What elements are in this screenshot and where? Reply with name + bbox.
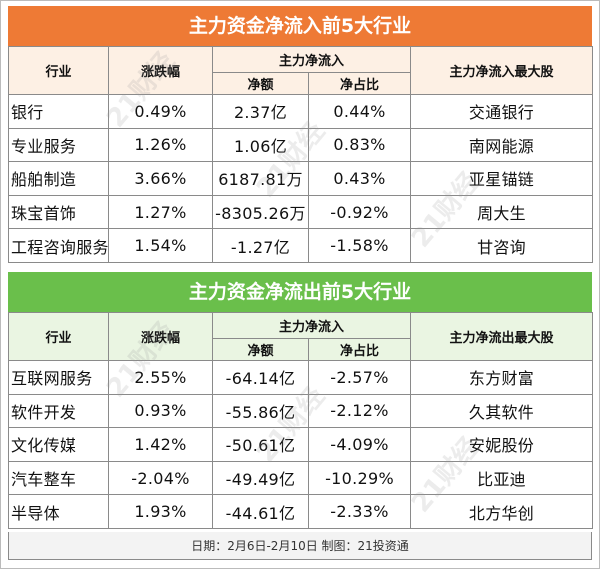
header-ratio: 净占比: [307, 72, 412, 95]
cell-stock: 东方财富: [410, 360, 594, 395]
cell-industry: 文化传媒: [8, 427, 109, 462]
inflow-table: 行业 涨跌幅 主力净流入 主力净流入最大股 净额 净占比 银行 0.49% 2.…: [8, 46, 594, 263]
table-row: 工程咨询服务 1.54% -1.27亿 -1.58% 甘咨询: [8, 228, 594, 263]
cell-stock: 比亚迪: [410, 460, 594, 496]
cell-change: 1.26%: [108, 127, 213, 163]
cell-ratio: -2.57%: [307, 360, 412, 395]
cell-ratio: -4.09%: [307, 427, 412, 462]
outflow-title: 主力资金净流出前5大行业: [8, 272, 592, 312]
cell-net: -50.61亿: [212, 427, 309, 462]
footer-caption: 日期：2月6日-2月10日 制图：21投资通: [8, 532, 592, 560]
cell-change: 0.93%: [108, 393, 213, 429]
header-net: 净额: [212, 338, 309, 361]
table-row: 银行 0.49% 2.37亿 0.44% 交通银行: [8, 94, 594, 129]
header-main-flow: 主力净流入: [211, 312, 412, 339]
header-net: 净额: [212, 72, 309, 95]
cell-change: -2.04%: [108, 460, 213, 496]
table-row: 汽车整车 -2.04% -49.49亿 -10.29% 比亚迪: [8, 460, 594, 496]
cell-ratio: -1.58%: [307, 228, 412, 263]
inflow-title: 主力资金净流入前5大行业: [8, 6, 592, 46]
header-change: 涨跌幅: [108, 312, 213, 361]
cell-net: -1.27亿: [212, 228, 309, 263]
cell-net: -64.14亿: [212, 360, 309, 395]
cell-ratio: -0.92%: [307, 194, 412, 230]
cell-net: -8305.26万: [212, 194, 309, 230]
cell-ratio: -2.12%: [307, 393, 412, 429]
cell-change: 1.42%: [108, 427, 213, 462]
header-industry: 行业: [8, 46, 109, 95]
cell-stock: 交通银行: [410, 94, 594, 129]
table-row: 珠宝首饰 1.27% -8305.26万 -0.92% 周大生: [8, 194, 594, 230]
cell-industry: 专业服务: [8, 127, 109, 163]
header-change: 涨跌幅: [108, 46, 213, 95]
outflow-table: 行业 涨跌幅 主力净流入 主力净流出最大股 净额 净占比 互联网服务 2.55%…: [8, 312, 594, 529]
table-row: 互联网服务 2.55% -64.14亿 -2.57% 东方财富: [8, 360, 594, 395]
header-ratio: 净占比: [307, 338, 412, 361]
cell-industry: 工程咨询服务: [8, 228, 109, 263]
cell-industry: 汽车整车: [8, 460, 109, 496]
cell-stock: 南网能源: [410, 127, 594, 163]
cell-change: 3.66%: [108, 161, 213, 196]
cell-stock: 亚星锚链: [410, 161, 594, 196]
cell-industry: 银行: [8, 94, 109, 129]
cell-ratio: 0.43%: [307, 161, 412, 196]
table-row: 文化传媒 1.42% -50.61亿 -4.09% 安妮股份: [8, 427, 594, 462]
table-row: 软件开发 0.93% -55.86亿 -2.12% 久其软件: [8, 393, 594, 429]
cell-change: 2.55%: [108, 360, 213, 395]
cell-stock: 安妮股份: [410, 427, 594, 462]
cell-stock: 周大生: [410, 194, 594, 230]
cell-stock: 北方华创: [410, 494, 594, 529]
cell-change: 0.49%: [108, 94, 213, 129]
cell-industry: 珠宝首饰: [8, 194, 109, 230]
cell-ratio: 0.83%: [307, 127, 412, 163]
cell-net: -55.86亿: [212, 393, 309, 429]
cell-industry: 半导体: [8, 494, 109, 529]
cell-change: 1.93%: [108, 494, 213, 529]
cell-net: -49.49亿: [212, 460, 309, 496]
cell-industry: 船舶制造: [8, 161, 109, 196]
header-industry: 行业: [8, 312, 109, 361]
cell-net: -44.61亿: [212, 494, 309, 529]
cell-change: 1.27%: [108, 194, 213, 230]
cell-change: 1.54%: [108, 228, 213, 263]
cell-ratio: -2.33%: [307, 494, 412, 529]
cell-stock: 久其软件: [410, 393, 594, 429]
header-top-stock: 主力净流出最大股: [410, 312, 594, 361]
cell-ratio: -10.29%: [307, 460, 412, 496]
cell-net: 1.06亿: [212, 127, 309, 163]
cell-net: 6187.81万: [212, 161, 309, 196]
header-top-stock: 主力净流入最大股: [410, 46, 594, 95]
table-row: 半导体 1.93% -44.61亿 -2.33% 北方华创: [8, 494, 594, 529]
cell-net: 2.37亿: [212, 94, 309, 129]
table-row: 船舶制造 3.66% 6187.81万 0.43% 亚星锚链: [8, 161, 594, 196]
cell-industry: 互联网服务: [8, 360, 109, 395]
table-row: 专业服务 1.26% 1.06亿 0.83% 南网能源: [8, 127, 594, 163]
cell-ratio: 0.44%: [307, 94, 412, 129]
cell-stock: 甘咨询: [410, 228, 594, 263]
cell-industry: 软件开发: [8, 393, 109, 429]
header-main-flow: 主力净流入: [211, 46, 412, 73]
